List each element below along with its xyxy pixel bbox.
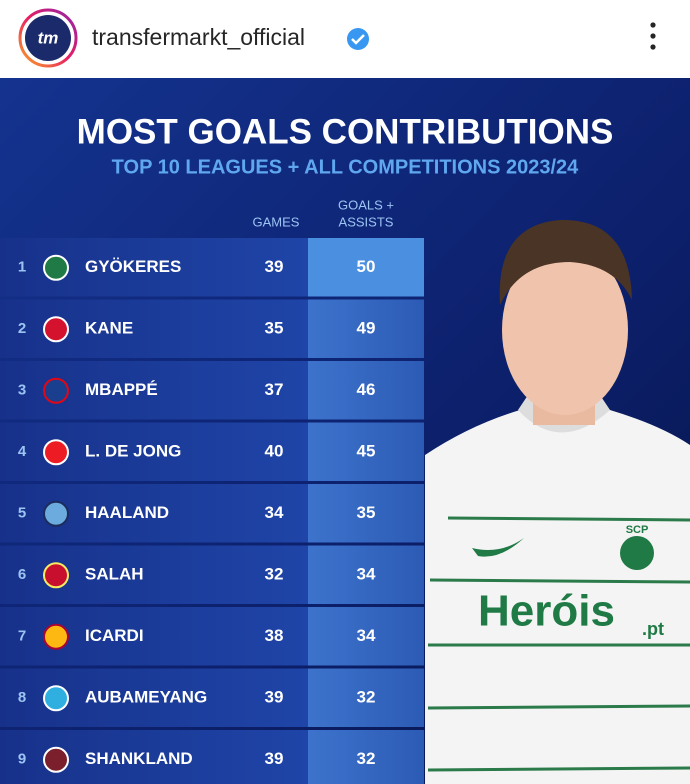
games: 39 bbox=[265, 688, 284, 707]
table-row: 3 MBAPPÉ 37 46 bbox=[0, 361, 424, 420]
table-row: 7 ICARDI 38 34 bbox=[0, 607, 424, 666]
stripe bbox=[427, 766, 690, 772]
rank: 5 bbox=[18, 505, 26, 522]
games: 35 bbox=[265, 319, 284, 338]
table-row: 5 HAALAND 34 35 bbox=[0, 484, 424, 543]
dot bbox=[650, 33, 656, 39]
rank: 9 bbox=[18, 751, 26, 768]
player-name: MBAPPÉ bbox=[85, 380, 158, 399]
stripe bbox=[447, 516, 690, 522]
contrib-cell bbox=[308, 545, 424, 604]
avatar[interactable] bbox=[25, 15, 71, 61]
player-name: HAALAND bbox=[85, 503, 169, 522]
games-header: GAMES bbox=[253, 214, 300, 229]
table: 1 GYÖKERES 39 50 2 KANE 35 49 3 MBAPPÉ 37 46 4 L. DE … bbox=[0, 238, 424, 784]
rank: 4 bbox=[18, 443, 27, 460]
jersey-stripes bbox=[427, 516, 690, 772]
goal-contributions: 34 bbox=[357, 565, 376, 584]
swoosh bbox=[472, 538, 524, 557]
club-logo bbox=[43, 439, 69, 466]
contrib-cell bbox=[308, 422, 424, 481]
table-row: 9 SHANKLAND 39 32 bbox=[0, 730, 424, 784]
crest bbox=[620, 536, 654, 570]
games: 32 bbox=[265, 565, 284, 584]
player-name: SHANKLAND bbox=[85, 749, 193, 768]
player-photo: SCP Heróis .pt bbox=[425, 219, 690, 784]
club-logo bbox=[43, 377, 69, 404]
username[interactable]: transfermarkt_official bbox=[92, 24, 305, 50]
avatar-ring[interactable] bbox=[18, 8, 78, 68]
rank: 7 bbox=[18, 628, 26, 645]
goal-contributions: 46 bbox=[357, 380, 376, 399]
goal-contributions: 34 bbox=[357, 626, 376, 645]
club-logo bbox=[43, 623, 69, 650]
stripe bbox=[427, 704, 690, 710]
games: 37 bbox=[265, 380, 284, 399]
avatar-text: tm bbox=[38, 28, 59, 47]
contrib-header: ASSISTS bbox=[339, 214, 394, 229]
goal-contributions: 50 bbox=[357, 257, 376, 276]
post-title: MOST GOALS CONTRIBUTIONS bbox=[77, 112, 614, 151]
contrib-cell bbox=[308, 238, 424, 297]
contrib-cell bbox=[308, 668, 424, 727]
contrib-cell bbox=[308, 299, 424, 358]
crest-text: SCP bbox=[626, 524, 649, 536]
rank: 3 bbox=[18, 382, 26, 399]
rank: 2 bbox=[18, 320, 26, 337]
club-logo bbox=[43, 746, 69, 773]
contrib-cell bbox=[308, 484, 424, 543]
head bbox=[502, 245, 628, 415]
stripe bbox=[429, 578, 690, 584]
club-logo bbox=[43, 500, 69, 527]
games: 40 bbox=[265, 442, 284, 461]
club-logo bbox=[43, 562, 69, 589]
table-row: 4 L. DE JONG 40 45 bbox=[0, 422, 424, 481]
player-name: SALAH bbox=[85, 565, 144, 584]
player-name: AUBAMEYANG bbox=[85, 688, 207, 707]
contrib-header: GOALS + bbox=[338, 197, 394, 212]
club-logo bbox=[43, 685, 69, 712]
goal-contributions: 35 bbox=[357, 503, 376, 522]
player-name: KANE bbox=[85, 319, 133, 338]
top-bar bbox=[0, 0, 690, 78]
verified-badge bbox=[347, 28, 369, 50]
games: 39 bbox=[265, 257, 284, 276]
rank: 1 bbox=[18, 259, 26, 276]
dot bbox=[650, 44, 656, 50]
goal-contributions: 32 bbox=[357, 688, 376, 707]
player-name: ICARDI bbox=[85, 626, 144, 645]
post-subtitle: TOP 10 LEAGUES + ALL COMPETITIONS 2023/2… bbox=[112, 156, 580, 178]
sponsor-suffix: .pt bbox=[642, 619, 664, 639]
club-logo bbox=[43, 254, 69, 281]
verified-check bbox=[351, 34, 365, 45]
rank: 8 bbox=[18, 689, 26, 706]
table-row: 1 GYÖKERES 39 50 bbox=[0, 238, 424, 297]
sponsor: Heróis bbox=[478, 587, 615, 636]
dot bbox=[650, 22, 656, 28]
hair bbox=[499, 219, 632, 305]
goal-contributions: 45 bbox=[357, 442, 376, 461]
more-menu[interactable] bbox=[650, 22, 656, 50]
games: 39 bbox=[265, 749, 284, 768]
player-name: L. DE JONG bbox=[85, 442, 181, 461]
contrib-cell bbox=[308, 607, 424, 666]
jersey bbox=[425, 410, 690, 784]
rank: 6 bbox=[18, 566, 26, 583]
games: 38 bbox=[265, 626, 284, 645]
goal-contributions: 49 bbox=[357, 319, 376, 338]
table-row: 8 AUBAMEYANG 39 32 bbox=[0, 668, 424, 727]
contrib-cell bbox=[308, 361, 424, 420]
games: 34 bbox=[265, 503, 284, 522]
goal-contributions: 32 bbox=[357, 749, 376, 768]
table-row: 2 KANE 35 49 bbox=[0, 299, 424, 358]
table-row: 6 SALAH 32 34 bbox=[0, 545, 424, 604]
contrib-cell bbox=[308, 730, 424, 784]
club-logo bbox=[43, 316, 69, 343]
player-name: GYÖKERES bbox=[85, 257, 181, 276]
